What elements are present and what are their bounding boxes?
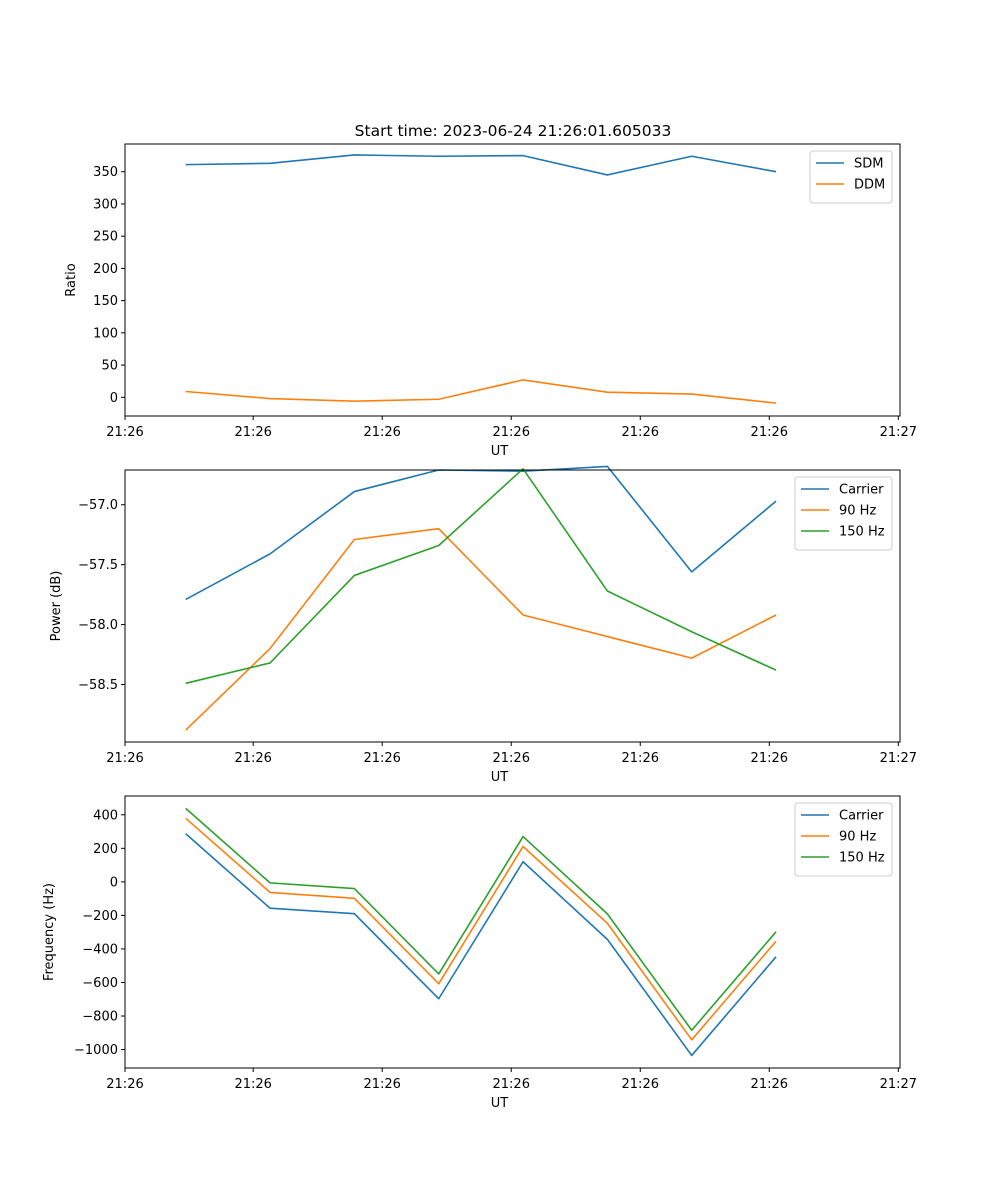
legend-label: 90 Hz (839, 830, 876, 845)
x-tick-label: 21:26 (234, 1077, 271, 1092)
series-line-90-hz (185, 527, 777, 731)
legend-label: 150 Hz (839, 525, 885, 540)
x-tick-label: 21:27 (880, 751, 917, 766)
x-tick-label: 21:26 (106, 1077, 143, 1092)
y-tick-label: 100 (93, 326, 118, 341)
x-tick-label: 21:26 (363, 425, 400, 440)
x-tick-label: 21:26 (234, 751, 271, 766)
x-tick-label: 21:26 (622, 425, 659, 440)
series-line-150-hz (185, 467, 777, 685)
series-line-carrier (185, 465, 777, 601)
y-tick-label: 350 (93, 165, 118, 180)
y-tick-label: 300 (93, 197, 118, 212)
y-tick-label: −400 (82, 942, 118, 957)
figure-title: Start time: 2023-06-24 21:26:01.605033 (355, 122, 672, 140)
y-tick-label: 150 (93, 294, 118, 309)
x-tick-label: 21:26 (493, 1077, 530, 1092)
legend-label: Carrier (839, 483, 884, 498)
y-tick-label: 200 (93, 262, 118, 277)
x-tick-label: 21:26 (106, 425, 143, 440)
y-tick-label: 250 (93, 230, 118, 245)
x-tick-label: 21:26 (622, 1077, 659, 1092)
y-axis-label: Frequency (Hz) (42, 883, 57, 981)
y-tick-label: −58.0 (78, 618, 118, 633)
y-tick-label: −600 (82, 976, 118, 991)
y-tick-label: −1000 (74, 1043, 118, 1058)
legend: Carrier 90 Hz 150 Hz (794, 476, 893, 551)
plots: 21:26 21:26 21:26 21:26 21:26 21:26 21:27 0 50 10… (42, 143, 917, 1111)
x-tick-label: 21:27 (880, 1077, 917, 1092)
series-line-90-hz (185, 817, 777, 1041)
y-tick-label: 0 (110, 875, 118, 890)
chart-panel-3: 21:26 21:26 21:26 21:26 21:26 21:26 21:27 −1000… (42, 795, 917, 1111)
x-tick-label: 21:26 (363, 1077, 400, 1092)
x-tick-label: 21:26 (234, 425, 271, 440)
x-axis-label: UT (491, 1096, 509, 1111)
y-tick-label: 400 (93, 808, 118, 823)
chart-panel-2: 21:26 21:26 21:26 21:26 21:26 21:26 21:27 −58.5… (49, 465, 917, 785)
x-tick-label: 21:27 (880, 425, 917, 440)
y-axis-label: Power (dB) (49, 571, 64, 642)
x-tick-label: 21:26 (493, 751, 530, 766)
plot-frame (124, 469, 901, 743)
x-tick-label: 21:26 (493, 425, 530, 440)
plot-frame (124, 795, 901, 1069)
x-axis-label: UT (491, 444, 509, 459)
x-tick-label: 21:26 (363, 751, 400, 766)
y-tick-label: −58.5 (78, 678, 118, 693)
legend-label: SDM (854, 157, 883, 172)
legend-label: Carrier (839, 809, 884, 824)
x-tick-label: 21:26 (106, 751, 143, 766)
x-axis-label: UT (491, 770, 509, 785)
series-line-carrier (185, 833, 777, 1057)
y-tick-label: −57.0 (78, 498, 118, 513)
plot-frame (124, 143, 901, 417)
y-tick-label: −200 (82, 909, 118, 924)
y-tick-label: 0 (110, 391, 118, 406)
legend: SDM DDM (809, 150, 893, 204)
series-line-150-hz (185, 807, 777, 1032)
legend: Carrier 90 Hz 150 Hz (794, 802, 893, 877)
y-tick-label: 50 (101, 359, 118, 374)
series-line-sdm (185, 154, 777, 176)
y-tick-label: 200 (93, 842, 118, 857)
y-tick-label: −57.5 (78, 558, 118, 573)
y-tick-label: −800 (82, 1010, 118, 1025)
legend-label: DDM (854, 178, 885, 193)
x-tick-label: 21:26 (751, 1077, 788, 1092)
x-tick-label: 21:26 (751, 425, 788, 440)
x-tick-label: 21:26 (622, 751, 659, 766)
legend-label: 90 Hz (839, 504, 876, 519)
legend-box (809, 150, 893, 204)
y-axis-label: Ratio (64, 263, 79, 296)
legend-label: 150 Hz (839, 851, 885, 866)
chart-panel-1: 21:26 21:26 21:26 21:26 21:26 21:26 21:27 0 50 10… (64, 143, 917, 459)
x-tick-label: 21:26 (751, 751, 788, 766)
series-line-ddm (185, 379, 777, 404)
